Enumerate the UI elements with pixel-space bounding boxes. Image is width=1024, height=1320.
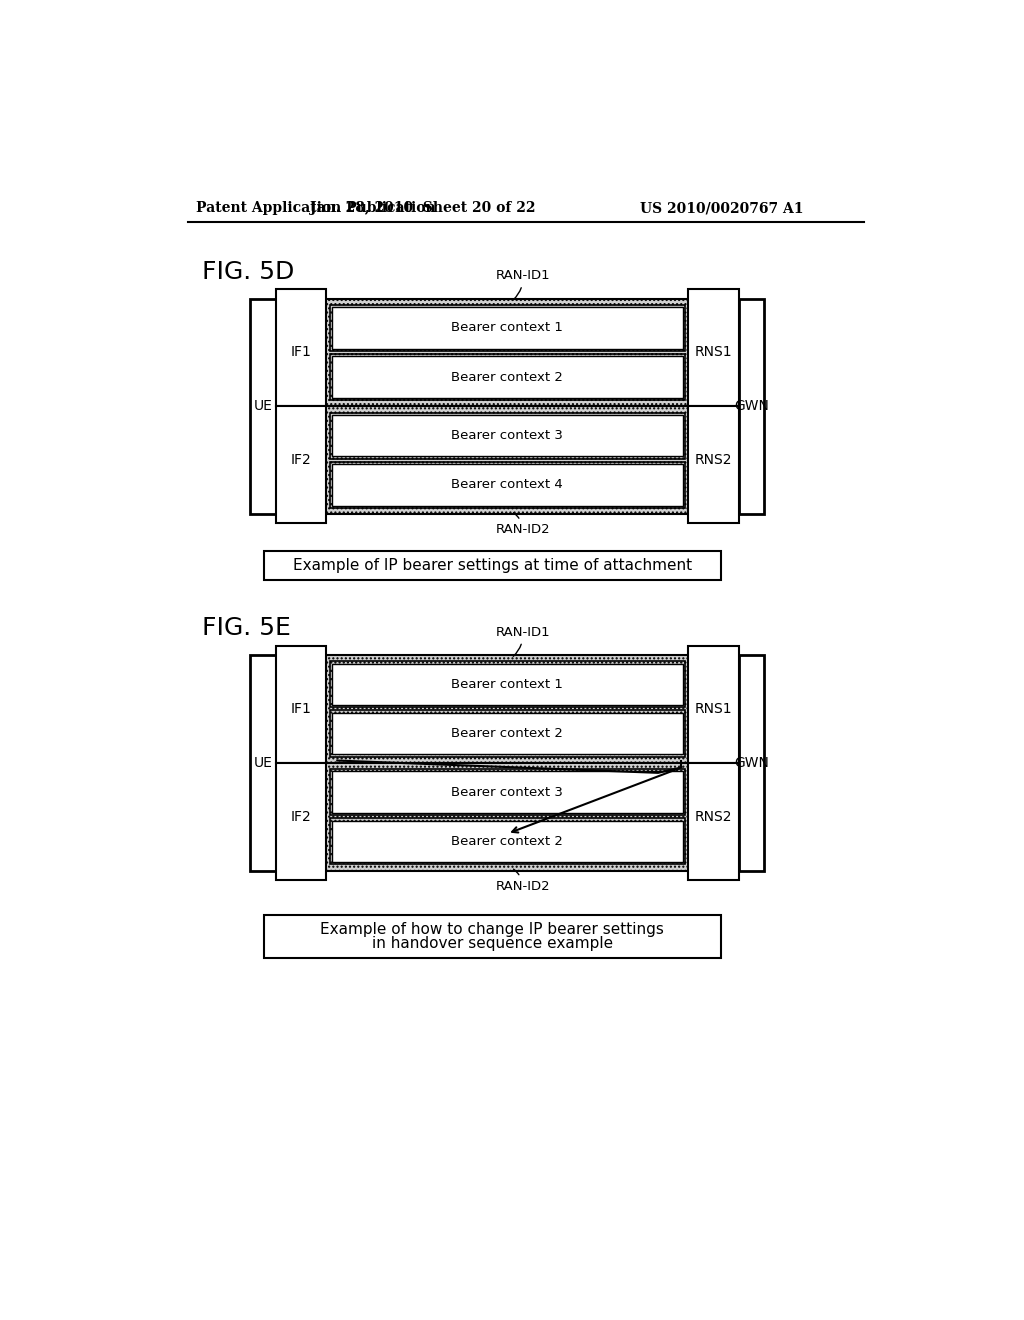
Bar [332,465,683,506]
Text: Bearer context 1: Bearer context 1 [452,677,563,690]
Bar [332,356,683,397]
Text: IF2: IF2 [291,453,311,467]
Text: RNS1: RNS1 [694,346,732,359]
Bar [738,655,764,871]
Bar [688,407,738,523]
Text: Example of IP bearer settings at time of attachment: Example of IP bearer settings at time of… [293,558,692,573]
Text: Bearer context 3: Bearer context 3 [452,429,563,442]
Text: Bearer context 3: Bearer context 3 [452,785,563,799]
Bar [688,763,738,880]
Bar [276,655,738,763]
Bar [332,414,683,457]
Bar [688,289,738,407]
Text: Bearer context 2: Bearer context 2 [452,834,563,847]
Bar [276,407,327,523]
Text: Bearer context 2: Bearer context 2 [452,371,563,384]
Bar [738,298,764,515]
Bar [276,298,738,407]
Text: Patent Application Publication: Patent Application Publication [197,202,436,215]
Text: RNS2: RNS2 [694,809,732,824]
Text: UE: UE [254,400,272,413]
Bar [276,763,738,871]
Bar [276,407,738,513]
Text: GWN: GWN [734,756,769,770]
Bar [276,645,327,763]
Bar [332,664,683,705]
Text: RAN-ID2: RAN-ID2 [496,869,550,892]
Bar [276,289,327,407]
Text: Bearer context 1: Bearer context 1 [452,321,563,334]
Bar [330,412,685,459]
Bar [330,818,685,865]
Text: IF2: IF2 [291,809,311,824]
Bar [251,655,276,871]
Text: Jan. 28, 2010  Sheet 20 of 22: Jan. 28, 2010 Sheet 20 of 22 [309,202,536,215]
Text: US 2010/0020767 A1: US 2010/0020767 A1 [640,202,803,215]
Bar [263,915,721,958]
Text: UE: UE [254,756,272,770]
Bar [263,552,721,581]
Bar [330,462,685,508]
Bar [330,661,685,708]
Text: Bearer context 4: Bearer context 4 [452,478,563,491]
Bar [330,305,685,351]
Bar [251,298,276,515]
Text: RAN-ID1: RAN-ID1 [496,269,550,300]
Bar [276,763,327,880]
Text: GWN: GWN [734,400,769,413]
Text: Bearer context 2: Bearer context 2 [452,727,563,741]
Bar [330,770,685,816]
Bar [332,771,683,813]
Bar [332,713,683,755]
Text: Example of how to change IP bearer settings: Example of how to change IP bearer setti… [321,923,665,937]
Bar [330,354,685,400]
Text: IF1: IF1 [291,702,311,715]
Bar [332,308,683,348]
Text: FIG. 5D: FIG. 5D [202,260,294,284]
Text: FIG. 5E: FIG. 5E [202,616,291,640]
Text: in handover sequence example: in handover sequence example [372,936,612,950]
Text: RNS1: RNS1 [694,702,732,715]
Text: RAN-ID2: RAN-ID2 [496,512,550,536]
Bar [688,645,738,763]
Bar [332,821,683,862]
Bar [330,710,685,756]
Text: IF1: IF1 [291,346,311,359]
Text: RNS2: RNS2 [694,453,732,467]
Text: RAN-ID1: RAN-ID1 [496,626,550,656]
